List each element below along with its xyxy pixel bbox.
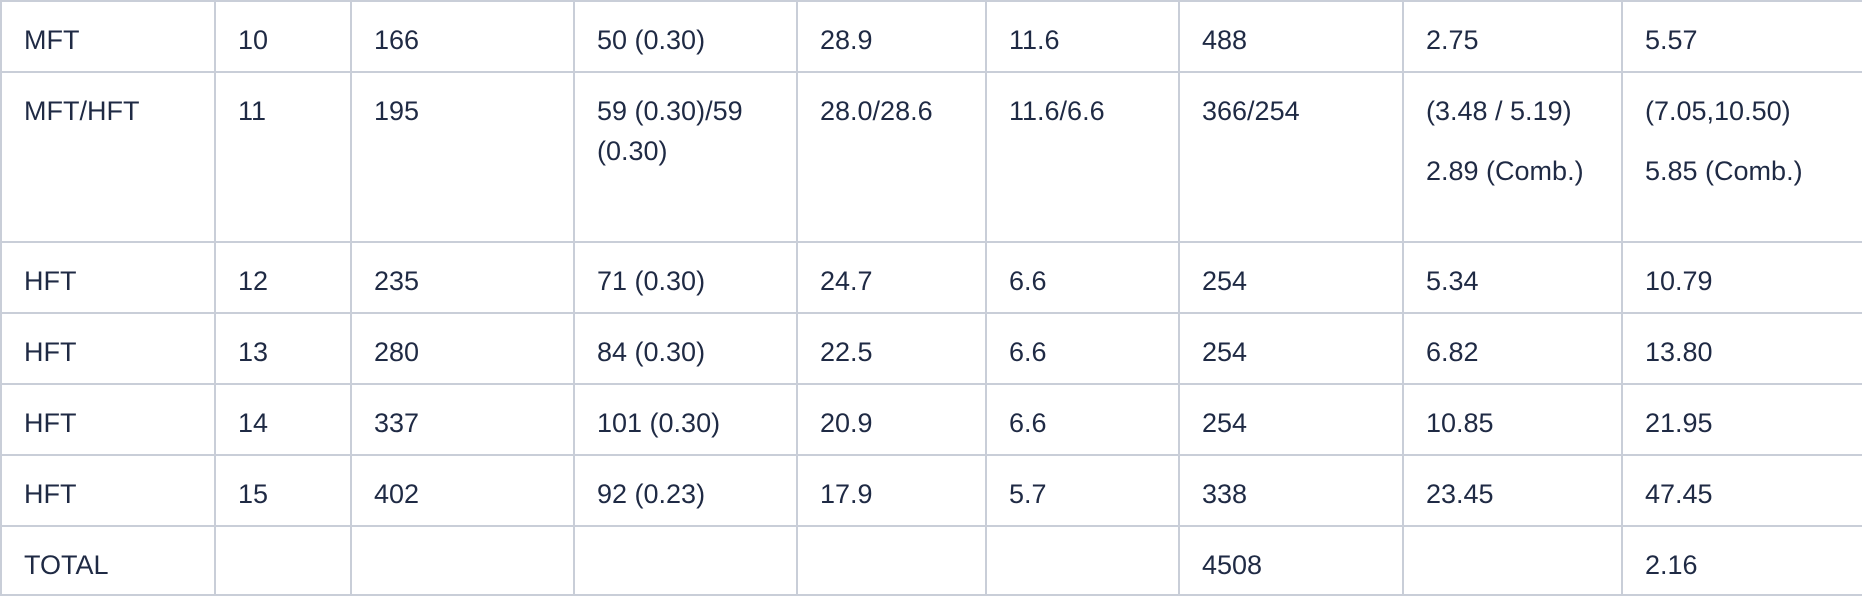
table-cell bbox=[796, 525, 987, 596]
table-row: MFT/HFT 11 195 59 (0.30)/59 (0.30) 28.0/… bbox=[0, 71, 1862, 243]
table-cell: 23.45 bbox=[1402, 454, 1623, 527]
cell-line: (3.48 / 5.19) bbox=[1426, 96, 1572, 126]
table-cell: 71 (0.30) bbox=[573, 241, 798, 314]
table-cell: 6.6 bbox=[985, 312, 1180, 385]
table-cell: 235 bbox=[350, 241, 575, 314]
table-cell: 13 bbox=[214, 312, 352, 385]
table-cell: 5.57 bbox=[1621, 0, 1862, 73]
table-cell bbox=[214, 525, 352, 596]
table-cell: 92 (0.23) bbox=[573, 454, 798, 527]
cell-line: (7.05,10.50) bbox=[1645, 96, 1791, 126]
table-cell bbox=[985, 525, 1180, 596]
table-cell bbox=[573, 525, 798, 596]
table-cell: 6.6 bbox=[985, 383, 1180, 456]
table-cell: 2.75 bbox=[1402, 0, 1623, 73]
table-cell: (7.05,10.50) 5.85 (Comb.) bbox=[1621, 71, 1862, 243]
table-cell: 22.5 bbox=[796, 312, 987, 385]
table-cell: 11.6/6.6 bbox=[985, 71, 1180, 243]
cell-line: 2.89 (Comb.) bbox=[1426, 156, 1584, 186]
table-cell: 84 (0.30) bbox=[573, 312, 798, 385]
cell-line: 5.85 (Comb.) bbox=[1645, 156, 1803, 186]
table-cell: 28.0/28.6 bbox=[796, 71, 987, 243]
table-cell: (3.48 / 5.19) 2.89 (Comb.) bbox=[1402, 71, 1623, 243]
table-cell: MFT/HFT bbox=[0, 71, 216, 243]
table-cell: 195 bbox=[350, 71, 575, 243]
table-cell: 402 bbox=[350, 454, 575, 527]
table-cell: 59 (0.30)/59 (0.30) bbox=[573, 71, 798, 243]
table-row-total: TOTAL 4508 2.16 bbox=[0, 525, 1862, 596]
table-cell: 10.79 bbox=[1621, 241, 1862, 314]
table-row: HFT 15 402 92 (0.23) 17.9 5.7 338 23.45 … bbox=[0, 454, 1862, 527]
table-cell: 366/254 bbox=[1178, 71, 1404, 243]
table-cell: 12 bbox=[214, 241, 352, 314]
table-cell: TOTAL bbox=[0, 525, 216, 596]
table-cell: 11 bbox=[214, 71, 352, 243]
table-cell: 166 bbox=[350, 0, 575, 73]
table-cell: HFT bbox=[0, 241, 216, 314]
table-cell bbox=[1402, 525, 1623, 596]
table-cell: 14 bbox=[214, 383, 352, 456]
table-cell: 254 bbox=[1178, 312, 1404, 385]
table-cell: 338 bbox=[1178, 454, 1404, 527]
table-cell: 2.16 bbox=[1621, 525, 1862, 596]
table-cell: 10.85 bbox=[1402, 383, 1623, 456]
table-cell: 254 bbox=[1178, 241, 1404, 314]
table-cell: 6.82 bbox=[1402, 312, 1623, 385]
table-cell: 6.6 bbox=[985, 241, 1180, 314]
table-cell bbox=[350, 525, 575, 596]
table-cell: 13.80 bbox=[1621, 312, 1862, 385]
table-cell: 47.45 bbox=[1621, 454, 1862, 527]
table-cell: 254 bbox=[1178, 383, 1404, 456]
table-cell: MFT bbox=[0, 0, 216, 73]
table-cell: 10 bbox=[214, 0, 352, 73]
table-cell: 17.9 bbox=[796, 454, 987, 527]
table-cell: 28.9 bbox=[796, 0, 987, 73]
table-cell: HFT bbox=[0, 383, 216, 456]
table-cell: 488 bbox=[1178, 0, 1404, 73]
table-cell: HFT bbox=[0, 454, 216, 527]
table-cell: 280 bbox=[350, 312, 575, 385]
table-cell: 24.7 bbox=[796, 241, 987, 314]
table-cell: 20.9 bbox=[796, 383, 987, 456]
table-row: HFT 14 337 101 (0.30) 20.9 6.6 254 10.85… bbox=[0, 383, 1862, 456]
table-row: MFT 10 166 50 (0.30) 28.9 11.6 488 2.75 … bbox=[0, 0, 1862, 73]
table-cell: 337 bbox=[350, 383, 575, 456]
table-cell: 4508 bbox=[1178, 525, 1404, 596]
table-row: HFT 12 235 71 (0.30) 24.7 6.6 254 5.34 1… bbox=[0, 241, 1862, 314]
table-cell: 5.34 bbox=[1402, 241, 1623, 314]
table-cell: 50 (0.30) bbox=[573, 0, 798, 73]
table-cell: HFT bbox=[0, 312, 216, 385]
table-cell: 11.6 bbox=[985, 0, 1180, 73]
table-cell: 101 (0.30) bbox=[573, 383, 798, 456]
table-row: HFT 13 280 84 (0.30) 22.5 6.6 254 6.82 1… bbox=[0, 312, 1862, 385]
table-cell: 21.95 bbox=[1621, 383, 1862, 456]
table-cell: 15 bbox=[214, 454, 352, 527]
table-cell: 5.7 bbox=[985, 454, 1180, 527]
